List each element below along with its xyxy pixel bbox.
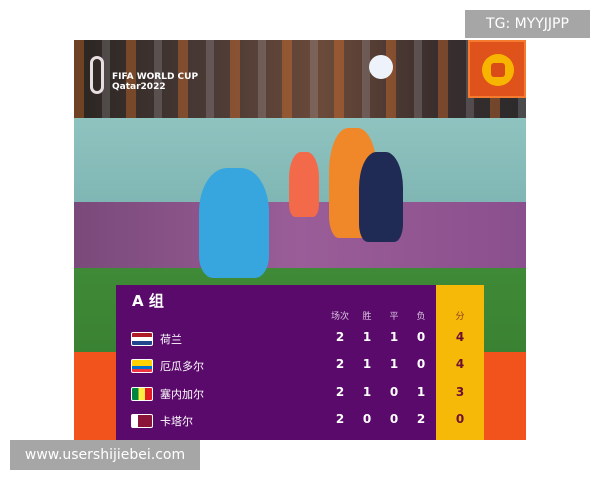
- cell-p: 2: [335, 330, 345, 344]
- cell-p: 2: [335, 412, 345, 426]
- points-column: [436, 285, 484, 440]
- channel-logo: [468, 40, 526, 98]
- cell-d: 0: [389, 412, 399, 426]
- team-name: 塞内加尔: [160, 388, 204, 401]
- group-title: A 组: [132, 292, 164, 310]
- cell-w: 1: [362, 330, 372, 344]
- referee: [289, 152, 319, 217]
- header-played: 场次: [330, 312, 349, 322]
- crowd: [74, 40, 526, 120]
- senegal-flag-icon: [131, 387, 153, 401]
- cell-pts: 4: [455, 330, 465, 344]
- team-name: 荷兰: [160, 333, 182, 346]
- header-lost: 负: [416, 312, 426, 322]
- logo-line2: Qatar2022: [112, 82, 166, 92]
- cell-pts: 4: [455, 357, 465, 371]
- cell-d: 1: [389, 330, 399, 344]
- ecuador-flag-icon: [131, 359, 153, 373]
- trophy-icon: [90, 56, 104, 94]
- team-name: 厄瓜多尔: [160, 360, 204, 373]
- qatar-flag-icon: [131, 414, 153, 428]
- cell-l: 1: [416, 385, 426, 399]
- cell-w: 1: [362, 357, 372, 371]
- watermark-bottom: www.usershijiebei.com: [10, 440, 200, 470]
- team-name: 卡塔尔: [160, 415, 193, 428]
- cell-pts: 3: [455, 385, 465, 399]
- header-drawn: 平: [389, 312, 399, 322]
- cell-d: 1: [389, 357, 399, 371]
- cell-w: 1: [362, 385, 372, 399]
- header-won: 胜: [362, 312, 372, 322]
- cell-p: 2: [335, 357, 345, 371]
- cell-pts: 0: [455, 412, 465, 426]
- cell-p: 2: [335, 385, 345, 399]
- watermark-top: TG: MYYJJPP: [465, 10, 590, 38]
- navy-player: [359, 152, 403, 242]
- netherlands-flag-icon: [131, 332, 153, 346]
- logo-line1: FIFA WORLD CUP: [112, 72, 199, 82]
- badge-icon: [482, 54, 514, 86]
- accent-bar-left: [74, 352, 116, 440]
- standings-panel: [116, 285, 436, 440]
- cell-d: 0: [389, 385, 399, 399]
- ball-icon: [369, 55, 393, 79]
- cell-l: 2: [416, 412, 426, 426]
- cell-l: 0: [416, 330, 426, 344]
- goalkeeper: [199, 168, 269, 278]
- accent-bar-right: [484, 352, 526, 440]
- cell-w: 0: [362, 412, 372, 426]
- cell-l: 0: [416, 357, 426, 371]
- header-points: 分: [455, 312, 465, 322]
